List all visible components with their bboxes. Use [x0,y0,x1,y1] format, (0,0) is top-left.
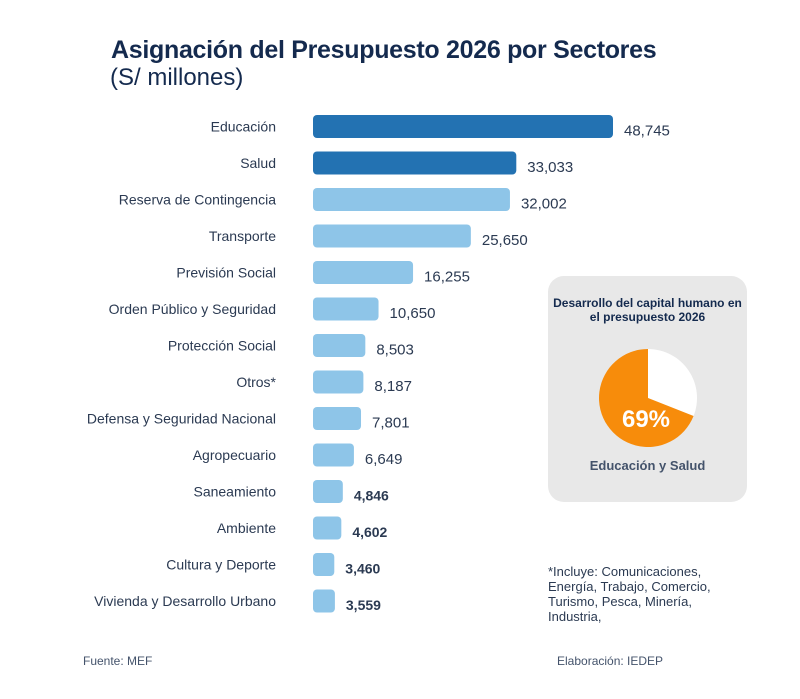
value-label: 32,002 [521,196,567,213]
category-label: Transporte [209,228,276,244]
bar [313,261,414,284]
value-label: 10,650 [390,305,436,322]
pie-percent-label: 69% [622,406,670,433]
category-label: Previsión Social [176,265,276,281]
value-label: 16,255 [424,269,470,286]
category-label: Ambiente [217,520,276,536]
category-label: Educación [211,119,276,135]
value-label: 7,801 [372,415,410,432]
category-label: Otros* [236,374,276,390]
category-label: Salud [240,155,276,171]
source-label: Fuente: MEF [83,654,153,668]
bar [313,480,343,503]
value-label: 8,503 [376,342,414,359]
bar [313,589,335,613]
bar [313,443,354,467]
bar [313,115,613,138]
bar [313,151,517,175]
bar [313,407,362,430]
card-title: Desarrollo del capital humano en el pres… [553,296,742,324]
chart-subtitle: (S/ millones) [110,64,244,91]
pie-slice [599,349,694,447]
category-label: Defensa y Seguridad Nacional [87,411,276,427]
value-label: 33,033 [527,159,573,176]
pie-chart: 69% [599,349,697,447]
bar [313,516,342,540]
category-label: Agropecuario [193,447,276,463]
pie-slice [648,349,697,417]
bar [313,188,510,211]
category-label: Vivienda y Desarrollo Urbano [94,593,276,609]
value-label: 25,650 [482,232,528,249]
value-label: 3,460 [345,561,380,577]
card-caption: Educación y Salud [589,458,706,473]
bar [313,297,379,321]
value-label: 4,846 [354,488,389,504]
value-label: 48,745 [624,123,670,140]
chart-title: Asignación del Presupuesto 2026 por Sect… [111,36,657,64]
bar [313,553,335,576]
value-label: 8,187 [374,378,412,395]
value-label: 4,602 [352,524,387,540]
category-label: Protección Social [168,338,276,354]
summary-card: Desarrollo del capital humano en el pres… [548,276,747,502]
value-label: 6,649 [365,451,403,468]
category-label: Reserva de Contingencia [119,192,276,208]
category-label: Saneamiento [193,484,276,500]
category-label: Orden Público y Seguridad [109,301,276,317]
bar [313,370,364,394]
author-label: Elaboración: IEDEP [557,654,664,668]
category-label: Cultura y Deporte [166,557,276,573]
value-label: 3,559 [346,597,381,613]
bar [313,334,366,357]
bar [313,224,471,248]
footnote: *Incluye: Comunicaciones, Energía, Traba… [548,564,711,624]
